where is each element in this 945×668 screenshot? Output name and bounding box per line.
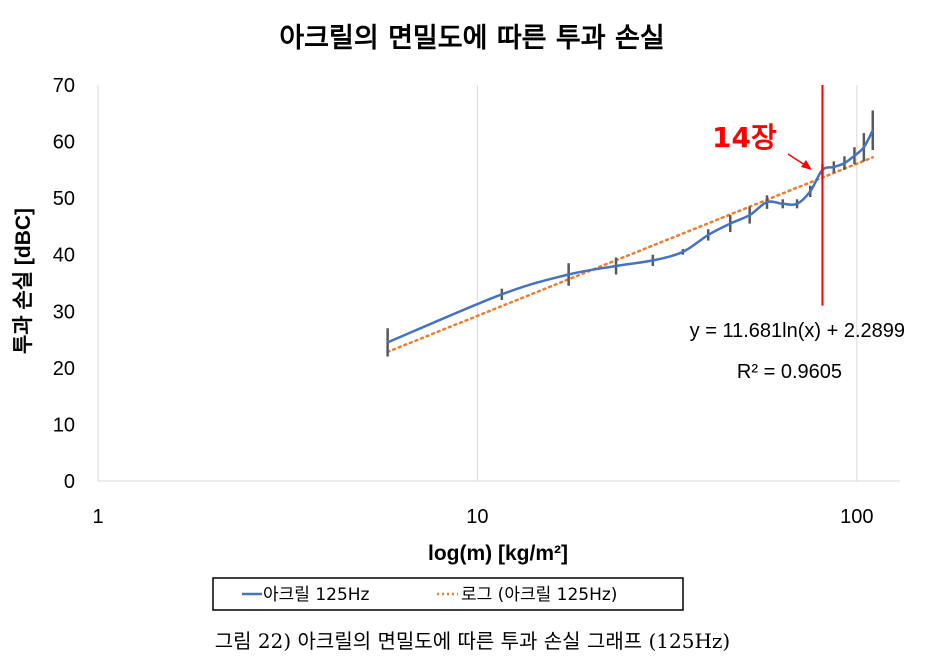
- data-point: [781, 203, 784, 205]
- legend: 아크릴 125Hz 로그 (아크릴 125Hz): [212, 577, 684, 611]
- trendline: [386, 156, 875, 354]
- data-point: [682, 251, 684, 253]
- legend-label-series: 아크릴 125Hz: [263, 585, 370, 605]
- y-axis-title: 투과 손실 [dBC]: [12, 208, 35, 354]
- data-point: [863, 146, 865, 148]
- data-point: [386, 341, 389, 344]
- data-point: [501, 293, 503, 296]
- trendline-path: [386, 156, 875, 354]
- gridlines: [97, 85, 858, 481]
- y-tick-label: 0: [64, 471, 75, 493]
- figure-caption: 그림 22) 아크릴의 면밀도에 따른 투과 손실 그래프 (125Hz): [214, 629, 731, 653]
- y-tick-label: 30: [53, 301, 75, 323]
- y-tick-label: 60: [53, 132, 75, 154]
- annotation-14: 14장: [712, 121, 777, 154]
- x-tick-label: 100: [840, 506, 873, 528]
- data-point: [729, 222, 732, 225]
- trend-equation: y = 11.681ln(x) + 2.2899: [690, 320, 905, 342]
- y-tick-label: 50: [53, 188, 75, 210]
- data-point: [766, 201, 768, 203]
- data-point: [833, 166, 835, 168]
- x-axis-title: log(m) [kg/m²]: [428, 542, 568, 565]
- data-point: [707, 234, 710, 236]
- data-point: [809, 190, 811, 193]
- trend-r-squared: R² = 0.9605: [737, 361, 842, 383]
- y-tick-label: 40: [53, 245, 75, 267]
- data-point: [748, 214, 751, 216]
- data-point: [872, 129, 874, 132]
- x-tick-label: 10: [466, 506, 488, 528]
- y-tick-label: 20: [53, 358, 75, 380]
- y-tick-labels: 0 10 20 30 40 50 60 70: [53, 75, 75, 493]
- data-point: [652, 259, 654, 262]
- data-point: [796, 203, 798, 205]
- legend-label-trend: 로그 (아크릴 125Hz): [461, 585, 617, 605]
- chart: 아크릴의 면밀도에 따른 투과 손실 0 10 20 30 40 50 60 70 1 10 10…: [12, 23, 905, 611]
- data-point: [615, 265, 617, 267]
- data-point: [843, 162, 846, 164]
- x-tick-labels: 1 10 100: [92, 506, 873, 528]
- x-tick-label: 1: [92, 506, 103, 528]
- y-tick-label: 70: [53, 75, 75, 97]
- data-point: [853, 154, 856, 157]
- y-tick-label: 10: [53, 414, 75, 436]
- chart-title: 아크릴의 면밀도에 따른 투과 손실: [279, 23, 664, 54]
- data-point: [567, 273, 570, 276]
- annotation-arrow-head: [801, 160, 812, 170]
